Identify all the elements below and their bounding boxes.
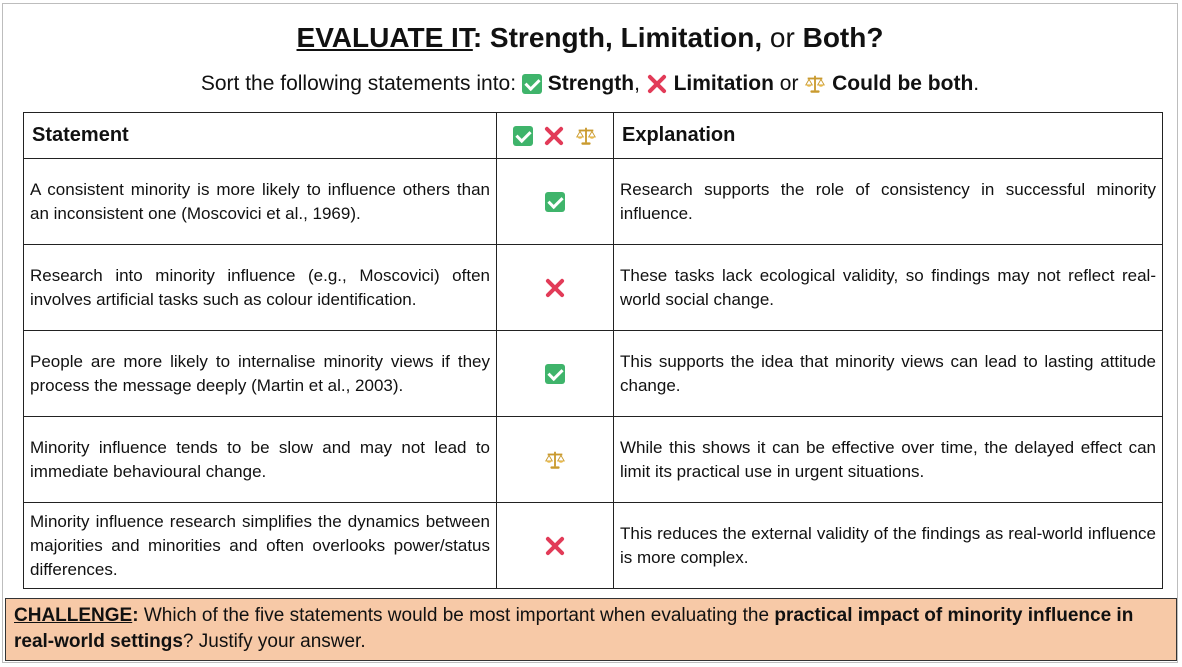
table-row: Minority influence research simplifies t… <box>23 502 1163 589</box>
scale-icon <box>575 127 596 145</box>
challenge-text-end: ? Justify your answer. <box>182 631 366 652</box>
statement-cell: A consistent minority is more likely to … <box>23 158 497 245</box>
table-header-row: Statement Explanation <box>23 112 1163 159</box>
cross-icon <box>544 277 566 299</box>
table-row: People are more likely to internalise mi… <box>23 330 1163 417</box>
title-or: or <box>769 22 795 53</box>
challenge-text: Which of the five statements would be mo… <box>143 605 770 626</box>
mark-cell <box>496 244 614 331</box>
scale-icon <box>545 451 565 469</box>
challenge-box: CHALLENGE: Which of the five statements … <box>5 598 1177 661</box>
cross-icon <box>543 125 565 147</box>
statement-cell: Research into minority influence (e.g., … <box>23 244 497 331</box>
challenge-colon: : <box>132 605 139 626</box>
instructions: Sort the following statements into: Stre… <box>3 72 1177 96</box>
statement-cell: Minority influence tends to be slow and … <box>23 416 497 503</box>
evaluation-table: Statement Explanation <box>23 112 1163 589</box>
challenge-label: CHALLENGE <box>14 605 133 626</box>
explanation-cell: These tasks lack ecological validity, so… <box>613 244 1163 331</box>
header-statement: Statement <box>23 112 497 159</box>
page-title: EVALUATE IT: Strength, Limitation, or Bo… <box>3 22 1177 54</box>
check-icon <box>521 74 542 95</box>
title-both: Both? <box>802 22 884 53</box>
title-evaluate-it: EVALUATE IT <box>296 22 473 53</box>
table-row: Research into minority influence (e.g., … <box>23 244 1163 331</box>
title-options: : Strength, Limitation, <box>472 22 763 53</box>
check-icon <box>513 125 534 146</box>
strength-label: Strength <box>547 72 635 95</box>
explanation-cell: This supports the idea that minority vie… <box>613 330 1163 417</box>
header-explanation: Explanation <box>613 112 1163 159</box>
check-icon <box>545 364 565 385</box>
statement-cell: People are more likely to internalise mi… <box>23 330 497 417</box>
cross-icon <box>646 73 668 95</box>
instructions-prefix: Sort the following statements into: <box>200 72 517 95</box>
check-icon <box>545 192 565 213</box>
cross-icon <box>544 535 566 557</box>
challenge-emphasis: practical impact of minority influence i… <box>14 605 1134 652</box>
limitation-label: Limitation <box>673 72 774 95</box>
mark-cell <box>496 416 614 503</box>
header-marks <box>496 112 614 159</box>
table-row: Minority influence tends to be slow and … <box>23 416 1163 503</box>
explanation-cell: This reduces the external validity of th… <box>613 502 1163 589</box>
explanation-cell: While this shows it can be effective ove… <box>613 416 1163 503</box>
or-text: or <box>779 72 799 95</box>
mark-cell <box>496 330 614 417</box>
explanation-cell: Research supports the role of consistenc… <box>613 158 1163 245</box>
slide: EVALUATE IT: Strength, Limitation, or Bo… <box>2 3 1178 663</box>
period: . <box>973 72 980 95</box>
table-row: A consistent minority is more likely to … <box>23 158 1163 245</box>
mark-cell <box>496 502 614 589</box>
statement-cell: Minority influence research simplifies t… <box>23 502 497 589</box>
both-label: Could be both <box>832 72 974 95</box>
mark-cell <box>496 158 614 245</box>
comma: , <box>634 72 640 95</box>
scale-icon <box>805 76 826 94</box>
